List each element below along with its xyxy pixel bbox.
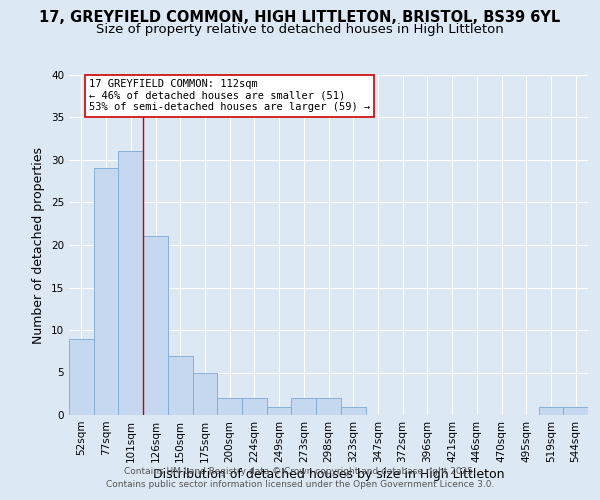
- Bar: [69, 338, 94, 415]
- Bar: [539, 406, 563, 415]
- Text: 17, GREYFIELD COMMON, HIGH LITTLETON, BRISTOL, BS39 6YL: 17, GREYFIELD COMMON, HIGH LITTLETON, BR…: [40, 10, 560, 25]
- Y-axis label: Number of detached properties: Number of detached properties: [32, 146, 46, 344]
- Bar: [267, 406, 292, 415]
- Bar: [143, 236, 168, 415]
- Bar: [341, 406, 365, 415]
- Bar: [118, 152, 143, 415]
- Bar: [292, 398, 316, 415]
- Bar: [316, 398, 341, 415]
- Bar: [217, 398, 242, 415]
- Bar: [168, 356, 193, 415]
- Bar: [94, 168, 118, 415]
- Text: Size of property relative to detached houses in High Littleton: Size of property relative to detached ho…: [96, 22, 504, 36]
- Text: Contains HM Land Registry data © Crown copyright and database right 2025.: Contains HM Land Registry data © Crown c…: [124, 467, 476, 476]
- Text: Contains public sector information licensed under the Open Government Licence 3.: Contains public sector information licen…: [106, 480, 494, 489]
- Bar: [242, 398, 267, 415]
- Text: 17 GREYFIELD COMMON: 112sqm
← 46% of detached houses are smaller (51)
53% of sem: 17 GREYFIELD COMMON: 112sqm ← 46% of det…: [89, 79, 370, 112]
- X-axis label: Distribution of detached houses by size in High Littleton: Distribution of detached houses by size …: [153, 468, 504, 480]
- Bar: [563, 406, 588, 415]
- Bar: [193, 372, 217, 415]
